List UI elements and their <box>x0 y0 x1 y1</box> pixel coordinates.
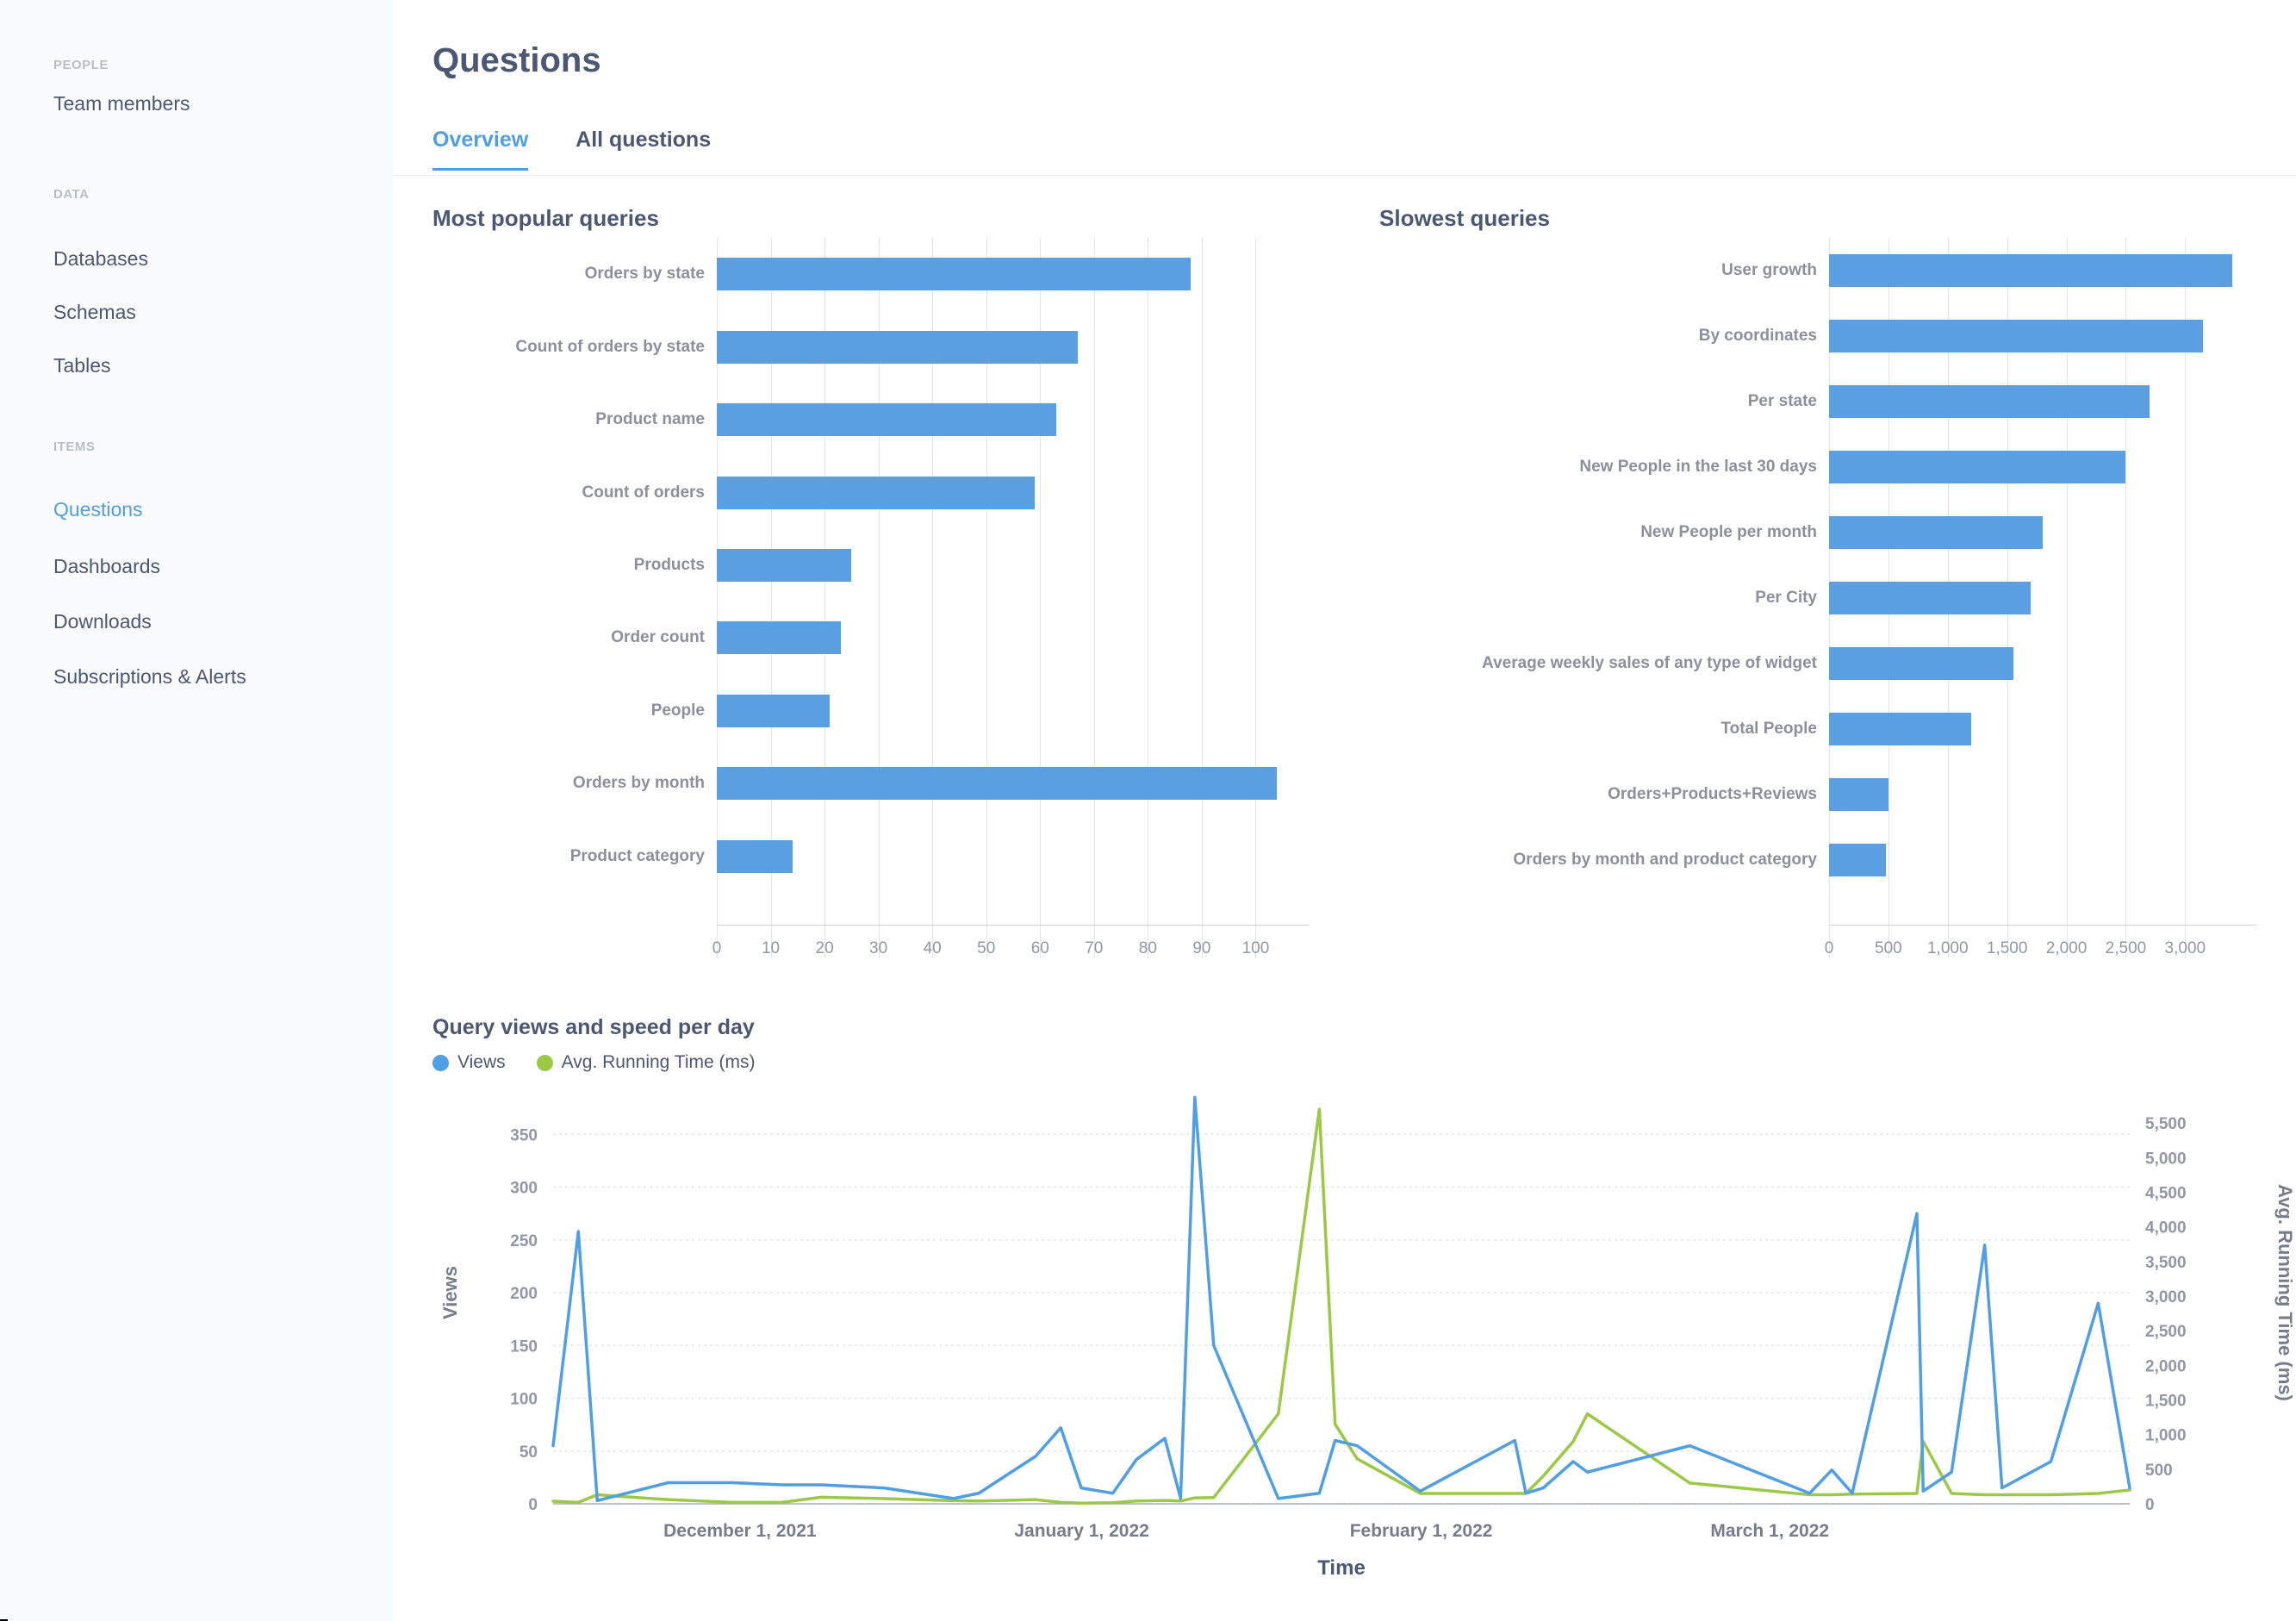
svg-text:4,000: 4,000 <box>2145 1219 2187 1238</box>
svg-text:5,500: 5,500 <box>2145 1115 2187 1133</box>
svg-text:100: 100 <box>510 1391 538 1409</box>
svg-text:350: 350 <box>510 1126 538 1144</box>
svg-text:December 1, 2021: December 1, 2021 <box>663 1521 817 1541</box>
svg-text:500: 500 <box>2145 1462 2173 1480</box>
svg-text:1,500: 1,500 <box>2145 1393 2187 1411</box>
svg-text:January 1, 2022: January 1, 2022 <box>1014 1521 1148 1541</box>
svg-text:2,000: 2,000 <box>2145 1357 2187 1375</box>
svg-text:0: 0 <box>528 1496 538 1514</box>
svg-text:Views: Views <box>439 1266 461 1319</box>
svg-text:1,000: 1,000 <box>2145 1427 2187 1445</box>
svg-text:3,500: 3,500 <box>2145 1254 2187 1272</box>
svg-text:February 1, 2022: February 1, 2022 <box>1350 1521 1493 1541</box>
svg-text:March 1, 2022: March 1, 2022 <box>1710 1521 1829 1541</box>
svg-text:150: 150 <box>510 1337 538 1356</box>
svg-text:Avg. Running Time (ms): Avg. Running Time (ms) <box>2274 1184 2296 1401</box>
svg-text:Time: Time <box>1317 1556 1366 1580</box>
svg-text:4,500: 4,500 <box>2145 1185 2187 1203</box>
svg-text:200: 200 <box>510 1285 538 1303</box>
svg-text:3,000: 3,000 <box>2145 1288 2187 1306</box>
svg-text:250: 250 <box>510 1232 538 1250</box>
svg-text:300: 300 <box>510 1180 538 1198</box>
svg-text:50: 50 <box>520 1443 538 1462</box>
svg-text:0: 0 <box>2145 1496 2155 1514</box>
svg-text:5,000: 5,000 <box>2145 1150 2187 1168</box>
svg-text:2,500: 2,500 <box>2145 1323 2187 1341</box>
